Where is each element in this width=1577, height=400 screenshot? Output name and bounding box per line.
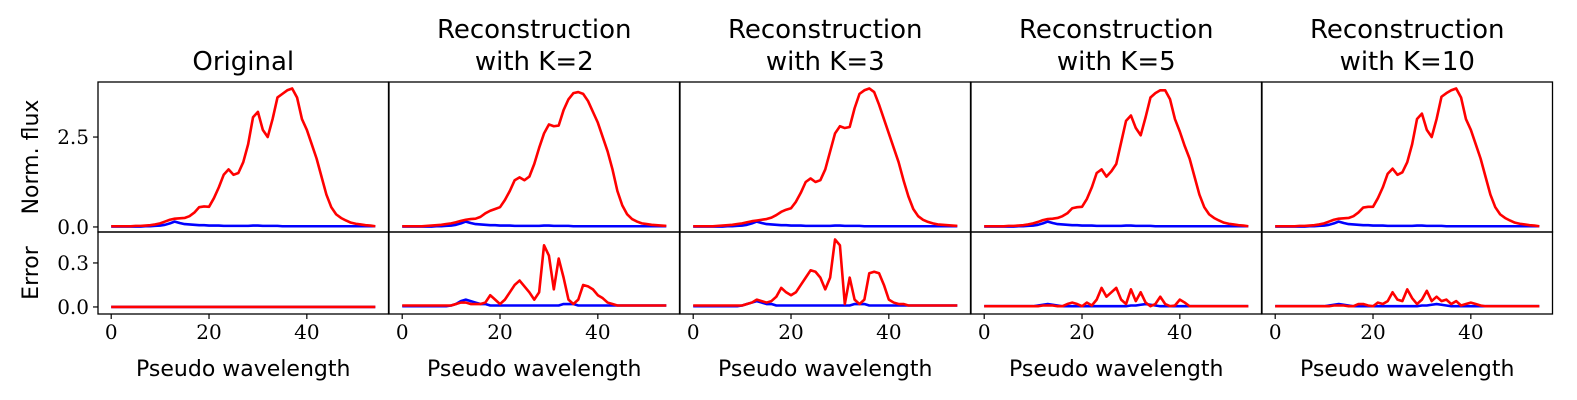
x-tick-label: 40 xyxy=(876,320,901,344)
panel-title: Reconstruction xyxy=(728,15,923,45)
y-tick-label: 0.3 xyxy=(57,251,89,275)
y-axis-label: Norm. flux xyxy=(19,100,44,215)
series-line xyxy=(402,220,667,228)
axes-frame xyxy=(1261,81,1554,233)
x-tick-label: 40 xyxy=(294,320,319,344)
series-line xyxy=(984,220,1249,228)
axes-frame xyxy=(388,231,681,315)
series-line xyxy=(984,88,1249,228)
panel-title: Reconstruction xyxy=(1019,15,1214,45)
series-line xyxy=(111,87,376,228)
series-line xyxy=(693,87,958,228)
panel-title: Original xyxy=(192,47,294,77)
x-tick-label: 20 xyxy=(487,320,512,344)
series-line xyxy=(984,286,1249,308)
x-axis-label: Pseudo wavelength xyxy=(427,357,641,382)
panel-title: with K=3 xyxy=(766,47,885,77)
x-tick-label: 20 xyxy=(196,320,221,344)
series-line xyxy=(1275,87,1540,228)
x-tick-label: 0 xyxy=(687,320,700,344)
axes-frame xyxy=(1261,231,1554,315)
x-axis-label: Pseudo wavelength xyxy=(136,357,350,382)
series-line xyxy=(693,238,958,307)
x-tick-label: 40 xyxy=(1458,320,1483,344)
x-axis-label: Pseudo wavelength xyxy=(718,357,932,382)
panel-title: with K=2 xyxy=(475,47,594,77)
y-tick-label: 0.0 xyxy=(57,295,89,319)
x-tick-label: 0 xyxy=(396,320,409,344)
x-tick-label: 0 xyxy=(105,320,118,344)
panel-title: Reconstruction xyxy=(437,15,632,45)
panel-title: Reconstruction xyxy=(1310,15,1505,45)
x-axis-label: Pseudo wavelength xyxy=(1009,357,1223,382)
x-tick-label: 20 xyxy=(1360,320,1385,344)
series-line xyxy=(402,244,667,307)
series-line xyxy=(1275,288,1540,308)
panel-title: with K=5 xyxy=(1057,47,1176,77)
x-tick-label: 0 xyxy=(978,320,991,344)
y-tick-label: 2.5 xyxy=(57,125,89,149)
series-line xyxy=(1275,220,1540,228)
axes-frame xyxy=(97,231,390,315)
axes-frame xyxy=(970,81,1263,233)
x-axis-label: Pseudo wavelength xyxy=(1300,357,1514,382)
x-tick-label: 0 xyxy=(1269,320,1282,344)
axes-frame xyxy=(97,81,390,233)
panel-title: with K=10 xyxy=(1340,47,1475,77)
y-tick-label: 0.0 xyxy=(57,215,89,239)
axes-frame xyxy=(388,81,681,233)
x-tick-label: 20 xyxy=(778,320,803,344)
x-tick-label: 40 xyxy=(585,320,610,344)
series-line xyxy=(693,220,958,228)
x-tick-label: 40 xyxy=(1167,320,1192,344)
axes-frame xyxy=(679,231,972,315)
x-tick-label: 20 xyxy=(1069,320,1094,344)
y-axis-label: Error xyxy=(19,245,44,300)
axes-frame xyxy=(679,81,972,233)
axes-frame xyxy=(970,231,1263,315)
series-line xyxy=(111,220,376,228)
series-line xyxy=(402,90,667,228)
